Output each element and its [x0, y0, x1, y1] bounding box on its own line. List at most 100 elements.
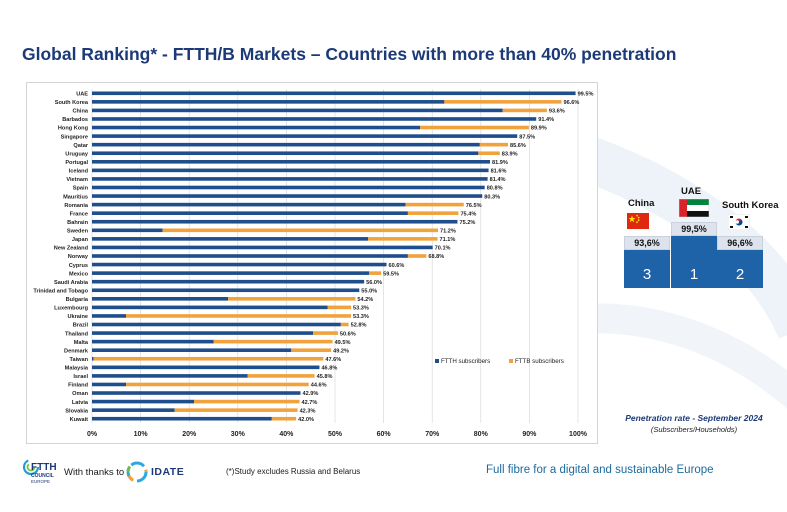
value-label: 75.4%: [460, 211, 476, 217]
ftth-bar: [92, 262, 387, 267]
category-label: Finland: [68, 383, 88, 389]
value-label: 68.8%: [428, 254, 444, 260]
ftth-bar: [92, 117, 537, 121]
value-label: 93.6%: [549, 109, 565, 115]
fttb-bar: [327, 305, 352, 310]
podium-third-rank: 3: [642, 266, 652, 283]
x-tick-label: 60%: [377, 431, 392, 438]
footnote: (*)Study excludes Russia and Belarus: [226, 467, 361, 476]
ftth-bar: [92, 288, 360, 293]
ftth-bar: [92, 305, 328, 310]
ftth-bar: [92, 399, 195, 404]
value-label: 50.6%: [340, 331, 356, 337]
podium-first-rank: 1: [689, 266, 699, 283]
category-label: Bulgaria: [66, 297, 89, 303]
fttb-bar: [291, 348, 332, 353]
ftth-bar: [92, 219, 458, 224]
podium-first-value: 99,5%: [671, 222, 717, 236]
category-label: Cyprus: [69, 263, 88, 269]
value-label: 60.6%: [389, 263, 405, 269]
value-label: 91.4%: [538, 117, 554, 123]
ftth-bar: [92, 245, 433, 250]
fttb-bar: [405, 202, 464, 207]
value-label: 42.0%: [298, 417, 314, 423]
logo-word-europe: EUROPE: [31, 479, 51, 484]
x-tick-label: 100%: [569, 431, 588, 438]
category-label: Latvia: [72, 400, 89, 406]
category-label: Malaysia: [65, 366, 89, 372]
fttb-bar: [407, 211, 459, 215]
category-label: Bahrain: [67, 220, 88, 226]
value-label: 99.5%: [578, 91, 594, 97]
x-tick-label: 40%: [279, 431, 294, 438]
ftth-bar: [92, 356, 94, 361]
category-label: Luxembourg: [54, 306, 88, 312]
value-label: 71.1%: [440, 237, 456, 243]
fttb-bar: [420, 125, 529, 130]
ftth-bar: [92, 348, 292, 353]
podium-first-block: 1: [671, 236, 717, 288]
fttb-bar: [502, 108, 547, 113]
ftth-bar: [92, 416, 272, 421]
value-label: 56.0%: [366, 280, 382, 286]
category-label: Kuwait: [70, 417, 88, 423]
value-label: 70.1%: [435, 246, 451, 252]
value-label: 49.2%: [333, 348, 349, 354]
fttb-bar: [313, 331, 338, 335]
china-flag-icon: [627, 213, 649, 229]
category-label: South Korea: [55, 100, 89, 106]
category-label: Malta: [74, 340, 89, 346]
podium-first-country: UAE: [681, 186, 702, 197]
ftth-bar: [92, 331, 314, 335]
value-label: 71.2%: [440, 229, 456, 235]
fttb-bar: [174, 408, 298, 412]
fttb-bar: [340, 322, 349, 327]
x-tick-label: 90%: [522, 431, 537, 438]
category-label: Denmark: [64, 348, 89, 354]
fttb-bar: [126, 382, 309, 387]
podium-third-block: 3: [624, 250, 670, 288]
value-label: 44.6%: [311, 383, 327, 389]
penetration-subnote: (Subscribers/Households): [650, 425, 738, 434]
fttb-bar: [271, 416, 297, 421]
fttb-bar: [93, 356, 324, 361]
ftth-council-logo-icon: [22, 458, 40, 476]
value-label: 59.5%: [383, 271, 399, 277]
category-label: Mauritius: [63, 194, 88, 200]
x-tick-label: 0%: [87, 431, 98, 438]
value-label: 55.0%: [361, 288, 377, 294]
podium-second-rank: 2: [735, 266, 745, 283]
category-label: Saudi Arabia: [54, 280, 89, 286]
legend-label: FTTB subscribers: [515, 358, 564, 365]
fttb-bar: [194, 399, 300, 404]
x-tick-label: 10%: [134, 431, 149, 438]
category-label: Portugal: [65, 160, 88, 166]
value-label: 53.3%: [353, 306, 369, 312]
value-label: 47.6%: [325, 357, 341, 363]
ftth-bar: [92, 134, 518, 138]
legend-label: FTTH subscribers: [441, 358, 490, 365]
idate-label: IDATE: [151, 466, 185, 478]
value-label: 42.9%: [302, 391, 318, 397]
tagline: Full fibre for a digital and sustainable…: [486, 464, 714, 476]
ftth-bar: [92, 391, 301, 395]
fttb-bar: [479, 142, 509, 147]
fttb-bar: [407, 254, 427, 258]
value-label: 81.6%: [491, 169, 507, 175]
x-tick-label: 80%: [474, 431, 489, 438]
idate-logo-icon: [126, 461, 148, 483]
ftth-bar: [92, 228, 163, 233]
category-label: Sweden: [67, 229, 89, 235]
x-tick-label: 50%: [328, 431, 343, 438]
fttb-bar: [368, 237, 438, 241]
legend-swatch: [435, 359, 439, 363]
ftth-bar: [92, 254, 408, 258]
category-label: Slovakia: [65, 408, 89, 414]
category-label: UAE: [76, 91, 88, 97]
thanks-text: With thanks to: [64, 467, 125, 478]
podium-third-country: China: [628, 198, 655, 209]
ftth-bar: [92, 271, 370, 275]
ftth-bar: [92, 382, 127, 387]
category-label: Spain: [73, 186, 89, 192]
category-label: Brazil: [73, 323, 89, 329]
